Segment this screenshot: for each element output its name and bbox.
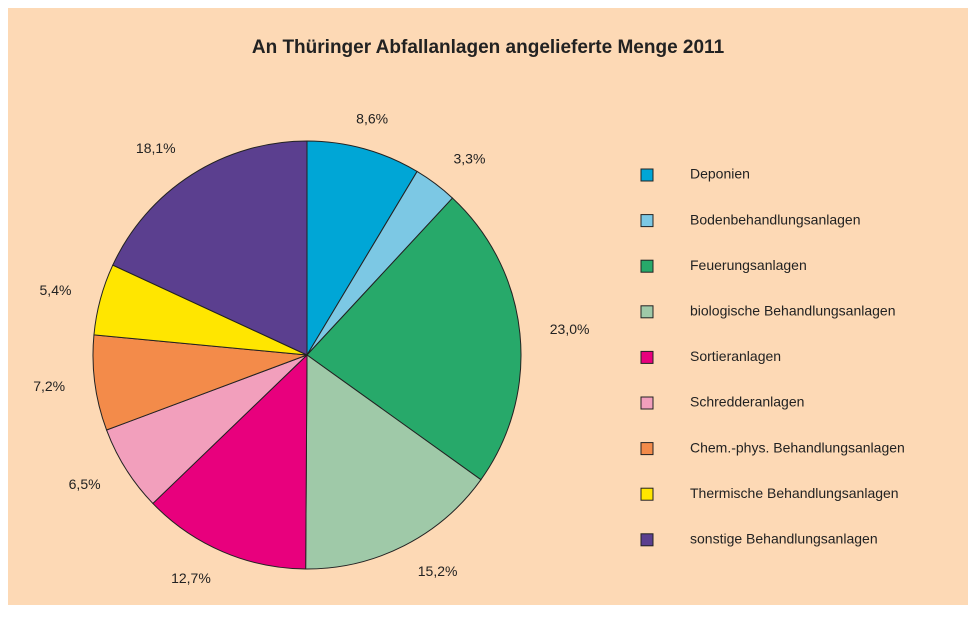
legend-swatch (640, 350, 654, 364)
legend-label: sonstige Behandlungsanlagen (690, 531, 878, 547)
legend-label: Feuerungsanlagen (690, 257, 807, 273)
pie-slice (306, 140, 418, 357)
legend-swatch (640, 168, 654, 182)
legend-swatch (640, 533, 654, 547)
pie-slice (306, 197, 522, 481)
data-label: 5,4% (40, 282, 72, 298)
legend-swatch (640, 214, 654, 228)
data-label: 7,2% (33, 378, 65, 394)
legend-label: Sortieranlagen (690, 348, 781, 364)
data-label: 8,6% (356, 111, 388, 127)
data-label: 23,0% (550, 321, 590, 337)
pie-slice (112, 140, 308, 356)
data-label: 6,5% (69, 476, 101, 492)
chart-title: An Thüringer Abfallanlagen angelieferte … (252, 37, 725, 58)
legend-label: Deponien (690, 166, 750, 182)
legend-swatch (640, 305, 654, 319)
data-label: 15,2% (418, 563, 458, 579)
legend-swatch (640, 487, 654, 501)
legend-label: Bodenbehandlungsanlagen (690, 211, 861, 227)
pie-slice (305, 354, 482, 570)
legend-label: Chem.-phys. Behandlungsanlagen (690, 439, 905, 455)
legend-label: Thermische Behandlungsanlagen (690, 485, 899, 501)
legend-swatch (640, 442, 654, 456)
pie-slice (152, 353, 308, 570)
legend-label: biologische Behandlungsanlagen (690, 303, 896, 319)
legend-swatch (640, 396, 654, 410)
data-label: 12,7% (171, 570, 211, 586)
legend-swatch (640, 259, 654, 273)
data-label: 18,1% (136, 140, 176, 156)
legend-label: Schredderanlagen (690, 394, 804, 410)
data-label: 3,3% (454, 151, 486, 167)
